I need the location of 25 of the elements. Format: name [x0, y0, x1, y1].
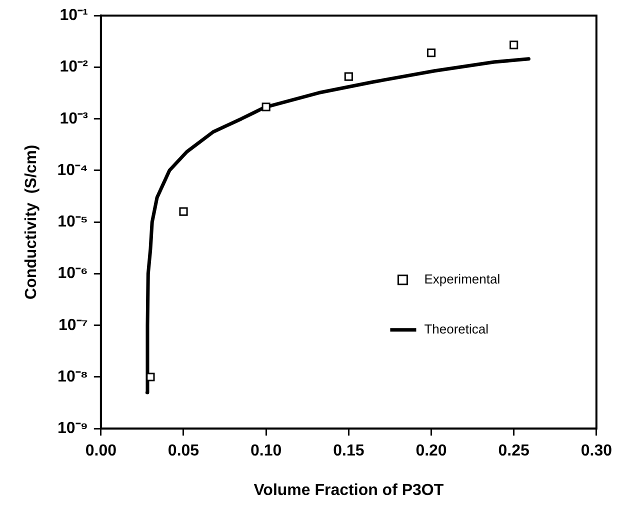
y-tick-label: 10⁻³ [60, 110, 88, 128]
point [262, 102, 270, 112]
point [179, 207, 188, 216]
legend-label: Experimental [424, 272, 500, 286]
y-tick-label: 10⁻⁴ [57, 162, 88, 179]
x-tick-label: 0.30 [580, 442, 612, 460]
point [426, 48, 436, 58]
y-tick-label: 10⁻⁶ [58, 265, 88, 282]
y-axis-title: Conductivity (S/cm) [23, 144, 40, 300]
legend-label: Theoretical [424, 322, 489, 336]
x-axis-title: Volume Fraction of P3OT [254, 482, 444, 499]
y-tick-label: 10⁻² [60, 58, 88, 76]
point [510, 40, 518, 50]
y-tick-label: 10⁻⁵ [58, 214, 88, 231]
x-tick-label: 0.00 [85, 442, 117, 460]
point [344, 72, 353, 81]
x-tick-label: 0.15 [333, 442, 364, 460]
y-tick-label: 10⁻⁷ [58, 316, 88, 334]
x-tick-label: 0.25 [498, 442, 530, 460]
y-tick-label: 10⁻¹ [60, 7, 88, 24]
x-tick-label: 0.20 [416, 442, 447, 460]
x-tick-label: 0.05 [168, 442, 200, 460]
y-tick-label: 10⁻⁸ [58, 368, 88, 386]
y-tick-label: 10⁻⁹ [58, 420, 88, 438]
x-tick-label: 0.10 [250, 442, 282, 460]
